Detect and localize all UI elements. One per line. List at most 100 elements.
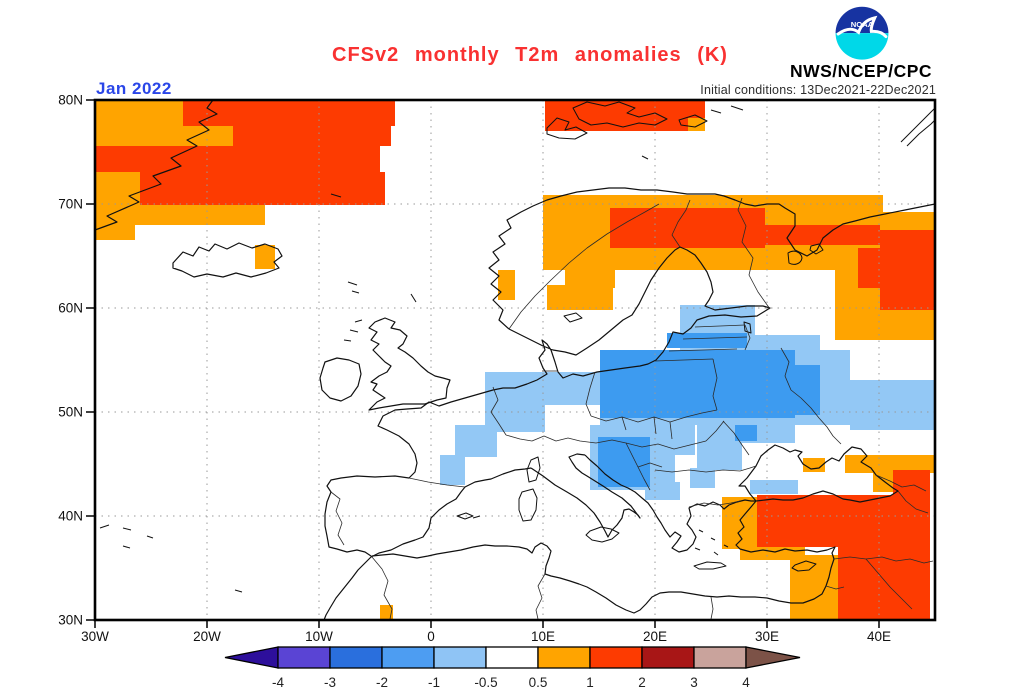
anomaly-cell [765, 225, 880, 245]
country-border [825, 585, 845, 590]
country-border [780, 347, 842, 445]
island-coastline [694, 529, 729, 556]
island-coastline [743, 321, 752, 334]
anomaly-cell [565, 250, 615, 288]
anomaly-cell [757, 495, 930, 547]
island-coastline [99, 524, 154, 549]
island-coastline [456, 512, 481, 520]
anomaly-cell [547, 285, 613, 310]
country-border [897, 490, 929, 514]
anomaly-cell [485, 372, 545, 432]
anomaly-cell [803, 458, 825, 472]
island-coastline [234, 589, 243, 593]
noaa-logo-bottom [835, 33, 889, 60]
lon-tick-label: 40E [867, 629, 891, 644]
country-border [833, 556, 934, 564]
island-coastline [678, 114, 708, 128]
island-coastline [347, 281, 360, 294]
country-border [682, 336, 748, 340]
coastline [530, 453, 641, 538]
noaa-logo-top [835, 6, 889, 34]
map-frame [93, 98, 937, 622]
country-border [508, 203, 660, 330]
org-label: NWS/NCEP/CPC [789, 61, 933, 81]
country-border [654, 358, 714, 362]
island-coastline [563, 312, 583, 323]
anomaly-cell [95, 146, 380, 172]
map-plot-area [93, 98, 937, 622]
country-border [722, 420, 750, 456]
coastline [323, 500, 836, 621]
island-coastline [572, 101, 668, 128]
anomaly-cell [95, 172, 140, 205]
anomaly-cell [95, 225, 135, 240]
noaa-logo: NOAA [835, 6, 889, 60]
coastline [368, 317, 451, 411]
island-coastline [518, 488, 538, 522]
lon-tick-label: 20E [643, 629, 667, 644]
anomaly-cell [850, 380, 935, 430]
colorbar-left-arrow [224, 646, 279, 669]
anomaly-cell [380, 605, 393, 620]
anomaly-cell [880, 230, 935, 310]
lon-tick-label: 10E [531, 629, 555, 644]
colorbar-tick-label: -4 [272, 675, 284, 690]
country-border [654, 465, 757, 473]
coastline [319, 357, 362, 402]
anomaly-cell [140, 172, 385, 205]
colorbar-segment [329, 646, 383, 669]
lat-tick-label: 80N [58, 93, 83, 108]
coastline [370, 467, 532, 558]
country-border [744, 324, 751, 351]
anomaly-cell [735, 425, 757, 441]
country-border [625, 440, 707, 450]
colorbar: -4 -3 -2 -1 -0.5 0.5 1 2 3 4 [224, 646, 801, 690]
lat-tick-label: 40N [58, 509, 83, 524]
island-coastline [641, 155, 649, 160]
colorbar-segment [381, 646, 435, 669]
colorbar-tick-label: 4 [742, 675, 750, 690]
anomaly-cell [667, 333, 747, 348]
country-border [710, 596, 714, 620]
colorbar-tick-label: 3 [690, 675, 698, 690]
lat-tick-label: 50N [58, 405, 83, 420]
anomaly-cell [645, 482, 680, 500]
island-coastline [710, 105, 744, 114]
colorbar-segment [641, 646, 695, 669]
colorbar-segment [693, 646, 747, 669]
forecast-month-label: Jan 2022 [96, 79, 172, 98]
country-border [694, 324, 746, 328]
island-coastline [330, 193, 342, 198]
coastline [324, 246, 771, 557]
anomaly-cell [255, 245, 275, 269]
colorbar-tick-label: -1 [428, 675, 440, 690]
country-border [737, 197, 771, 310]
country-border [875, 474, 927, 492]
anomaly-cell [545, 372, 600, 405]
colorbar-segment [433, 646, 487, 669]
noaa-logo-text: NOAA [851, 20, 874, 29]
colorbar-tick-label: -3 [324, 675, 336, 690]
anomaly-cell [183, 100, 395, 126]
country-border [371, 556, 393, 620]
country-border [621, 416, 627, 431]
island-coastline [900, 107, 936, 147]
page-title: CFSv2 monthly T2m anomalies (K) [332, 44, 728, 66]
anomaly-cell [455, 425, 497, 457]
coastline [172, 242, 283, 278]
island-coastline [526, 456, 541, 483]
colorbar-segment [537, 646, 591, 669]
coastline [738, 444, 899, 503]
island-coastline [791, 560, 817, 572]
island-coastline [343, 319, 363, 342]
country-border [712, 358, 718, 411]
coastline [488, 187, 936, 330]
country-border [671, 199, 691, 248]
anomaly-cell [610, 208, 765, 248]
noaa-gull-icon [836, 15, 888, 39]
country-border [505, 434, 627, 444]
anomaly-cell [95, 126, 233, 146]
lon-tick-label: 30E [755, 629, 779, 644]
